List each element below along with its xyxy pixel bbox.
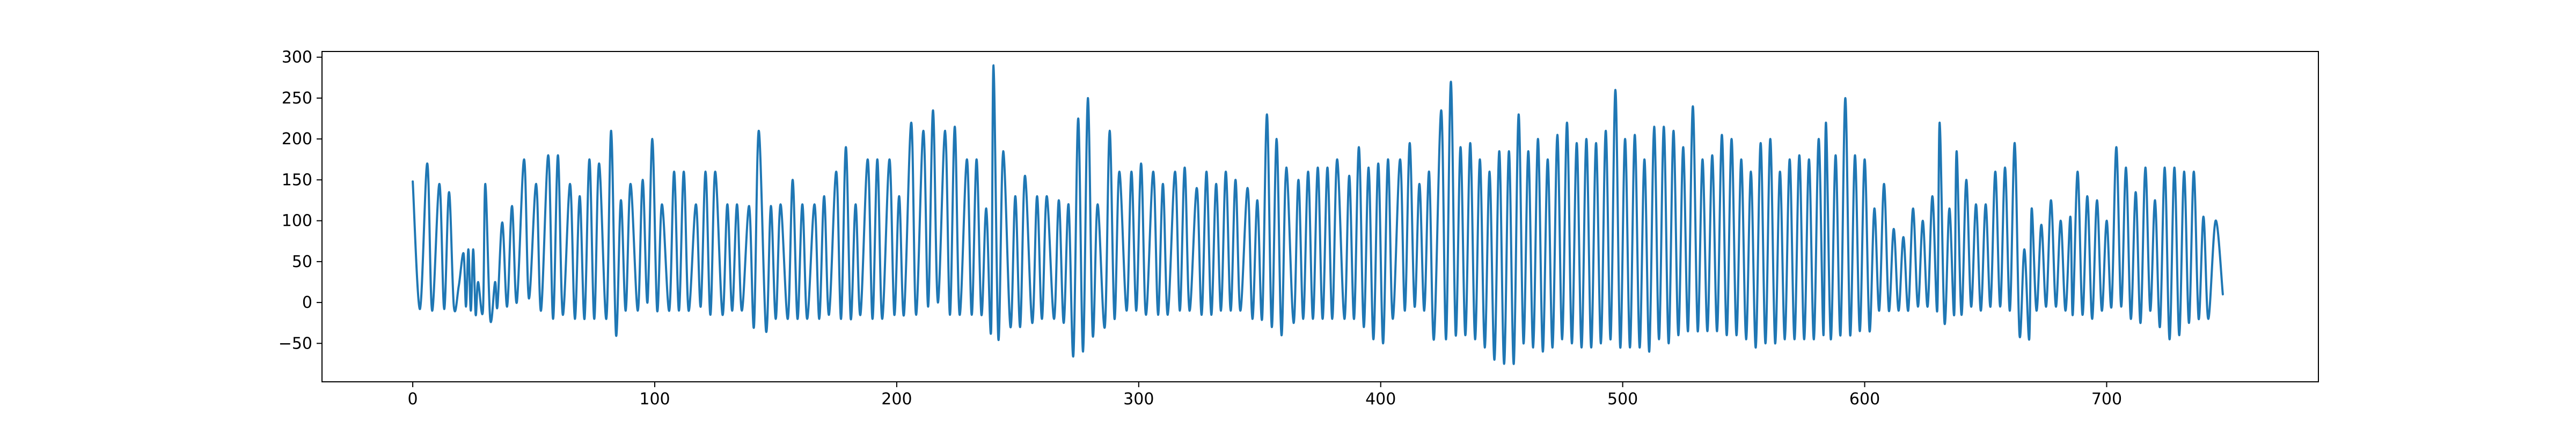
x-tick-label: 200 (881, 390, 912, 409)
y-tick-label: 0 (302, 293, 312, 312)
y-axis: −50 0 50 100 150 200 250 300 (279, 48, 322, 353)
series-layer (412, 64, 2224, 365)
y-tick-label: −50 (279, 334, 312, 353)
x-tick-label: 600 (1849, 390, 1880, 409)
y-tick-label: 150 (282, 171, 312, 189)
x-tick-label: 500 (1607, 390, 1638, 409)
x-tick-label: 300 (1123, 390, 1154, 409)
x-tick-label: 400 (1365, 390, 1396, 409)
plot-frame (321, 51, 2319, 382)
x-tick-label: 700 (2091, 390, 2122, 409)
plot-area (321, 51, 2319, 382)
y-tick-label: 250 (282, 89, 312, 108)
y-tick-label: 100 (282, 212, 312, 231)
y-tick-label: 50 (292, 253, 312, 271)
y-tick-label: 200 (282, 130, 312, 149)
x-axis: 0 100 200 300 400 500 600 700 (408, 382, 2122, 409)
x-tick-label: 100 (639, 390, 670, 409)
series-line (412, 64, 2224, 365)
x-tick-label: 0 (408, 390, 418, 409)
y-tick-label: 300 (282, 48, 312, 67)
